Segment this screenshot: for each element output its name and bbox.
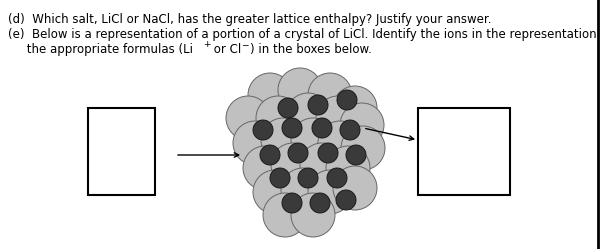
Circle shape (340, 120, 360, 140)
Bar (88, 108, 155, 195)
Circle shape (253, 120, 273, 140)
Circle shape (327, 168, 347, 188)
Circle shape (270, 168, 290, 188)
Circle shape (308, 95, 328, 115)
Text: ) in the boxes below.: ) in the boxes below. (250, 43, 372, 56)
Circle shape (326, 146, 370, 190)
Text: (e)  Below is a representation of a portion of a crystal of LiCl. Identify the i: (e) Below is a representation of a porti… (8, 28, 600, 41)
Circle shape (333, 166, 377, 210)
Circle shape (291, 118, 335, 162)
Circle shape (340, 103, 384, 147)
Circle shape (226, 96, 270, 140)
Circle shape (336, 190, 356, 210)
Bar (418, 108, 510, 195)
Text: or Cl: or Cl (210, 43, 241, 56)
Circle shape (316, 96, 360, 140)
Circle shape (337, 90, 357, 110)
Circle shape (278, 68, 322, 112)
Circle shape (271, 143, 315, 187)
Circle shape (318, 143, 338, 163)
Circle shape (291, 193, 335, 237)
Circle shape (300, 143, 344, 187)
Circle shape (308, 73, 352, 117)
Circle shape (253, 170, 297, 214)
Circle shape (260, 145, 280, 165)
Circle shape (282, 118, 302, 138)
Circle shape (346, 145, 366, 165)
Circle shape (243, 146, 287, 190)
Text: the appropriate formulas (Li: the appropriate formulas (Li (8, 43, 193, 56)
Circle shape (312, 118, 332, 138)
Circle shape (298, 168, 318, 188)
Circle shape (341, 126, 385, 170)
Text: (d)  Which salt, LiCl or NaCl, has the greater lattice enthalpy? Justify your an: (d) Which salt, LiCl or NaCl, has the gr… (8, 13, 491, 26)
Circle shape (308, 170, 352, 214)
Circle shape (248, 73, 292, 117)
Circle shape (318, 121, 362, 165)
Circle shape (261, 118, 305, 162)
Circle shape (278, 98, 298, 118)
Circle shape (263, 193, 307, 237)
Circle shape (282, 193, 302, 213)
Circle shape (288, 143, 308, 163)
Text: −: − (241, 40, 248, 49)
Circle shape (286, 93, 330, 137)
Circle shape (233, 121, 277, 165)
Circle shape (256, 96, 300, 140)
Circle shape (310, 193, 330, 213)
Circle shape (281, 168, 325, 212)
Circle shape (333, 86, 377, 130)
Text: +: + (203, 40, 211, 49)
